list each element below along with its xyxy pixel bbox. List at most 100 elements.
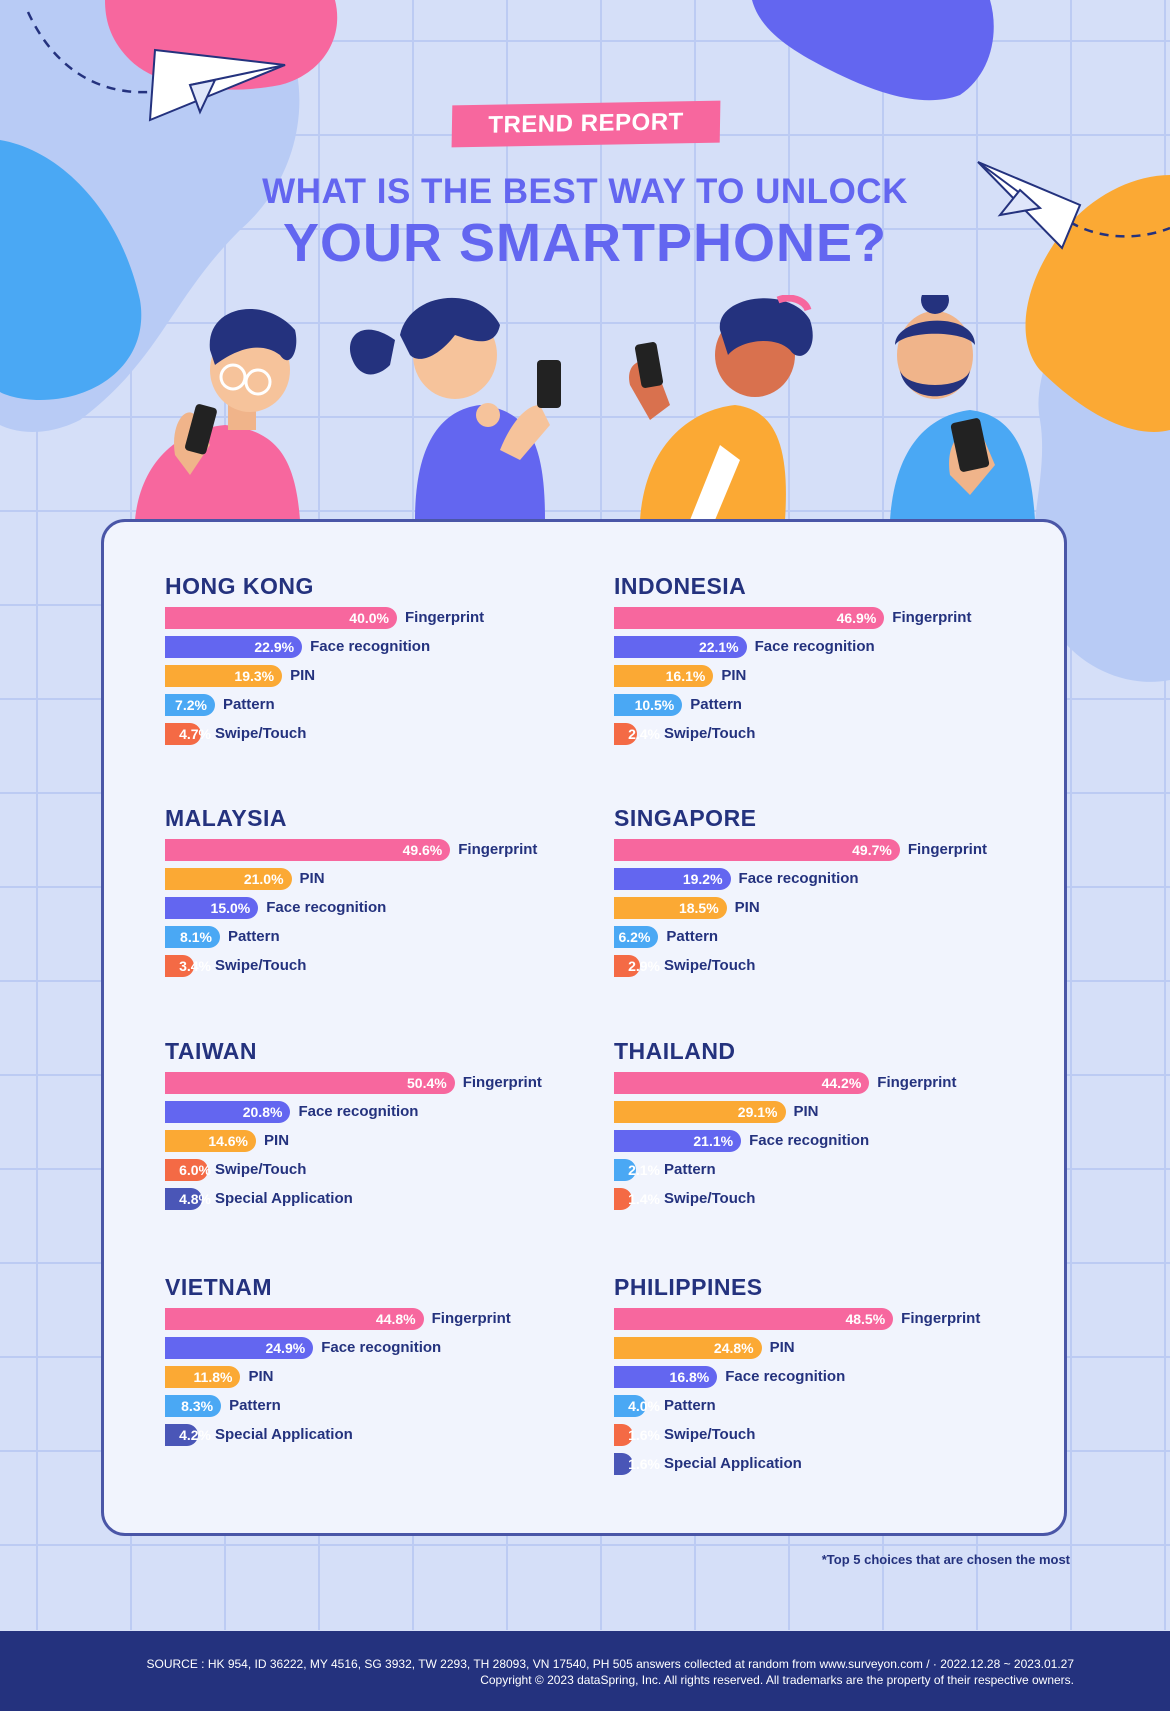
bar-category-label: PIN xyxy=(793,1103,819,1120)
bar-row: 10.5% Pattern xyxy=(614,690,1034,719)
bar-row: 15.0% Face recognition xyxy=(165,893,585,922)
bar-category-label: PIN xyxy=(248,1368,274,1385)
bar-row: 40.0% Fingerprint xyxy=(165,603,585,632)
bar-row: 2.9% Swipe/Touch xyxy=(614,951,1034,980)
footer-copyright: Copyright © 2023 dataSpring, Inc. All ri… xyxy=(480,1673,1074,1687)
country-chart: HONG KONG 40.0% Fingerprint 22.9% Face recog… xyxy=(165,573,585,748)
bar: 4.7% xyxy=(165,722,211,745)
bar: 7.2% xyxy=(165,693,215,716)
bar-category-label: Swipe/Touch xyxy=(663,725,756,742)
bar-row: 49.6% Fingerprint xyxy=(165,835,585,864)
bar-value-label: 50.4% xyxy=(407,1074,447,1091)
bar: 50.4% xyxy=(165,1071,455,1094)
bar-row: 48.5% Fingerprint xyxy=(614,1304,1034,1333)
bar-category-label: Swipe/Touch xyxy=(214,725,307,742)
bar-category-label: Face recognition xyxy=(321,1339,442,1356)
bar: 10.5% xyxy=(614,693,683,716)
bar-value-label: 3.4% xyxy=(179,957,211,974)
bar-row: 21.1% Face recognition xyxy=(614,1126,1034,1155)
bar: 20.8% xyxy=(165,1100,291,1123)
bar-row: 24.8% PIN xyxy=(614,1333,1034,1362)
bar-category-label: Special Application xyxy=(663,1455,802,1472)
bar: 19.2% xyxy=(614,867,731,890)
bar-category-label: Fingerprint xyxy=(458,841,538,858)
footer: SOURCE : HK 954, ID 36222, MY 4516, SG 3… xyxy=(0,1631,1170,1711)
bar-row: 20.8% Face recognition xyxy=(165,1097,585,1126)
bar-category-label: Fingerprint xyxy=(901,1310,981,1327)
bar-category-label: Swipe/Touch xyxy=(663,957,756,974)
bar-row: 1.4% Swipe/Touch xyxy=(614,1184,1034,1213)
bar-value-label: 21.0% xyxy=(243,870,284,887)
bar: 16.1% xyxy=(614,664,714,687)
person-pink-shirt xyxy=(135,308,300,520)
country-chart: SINGAPORE 49.7% Fingerprint 19.2% Face recog… xyxy=(614,805,1034,980)
bar-row: 49.7% Fingerprint xyxy=(614,835,1034,864)
bar: 40.0% xyxy=(165,606,397,629)
bar-row: 50.4% Fingerprint xyxy=(165,1068,585,1097)
bar-category-label: PIN xyxy=(721,667,747,684)
country-name: MALAYSIA xyxy=(165,805,287,831)
bar: 24.8% xyxy=(614,1336,762,1359)
bar-category-label: Special Application xyxy=(214,1426,353,1443)
bar-row: 2.1% Pattern xyxy=(614,1155,1034,1184)
bar: 24.9% xyxy=(165,1336,314,1359)
bar-row: 8.1% Pattern xyxy=(165,922,585,951)
bar-value-label: 49.7% xyxy=(852,841,892,858)
bar-category-label: Face recognition xyxy=(725,1368,846,1385)
bar-category-label: Face recognition xyxy=(738,870,859,887)
bar-value-label: 19.2% xyxy=(682,870,723,887)
bar-row: 19.3% PIN xyxy=(165,661,585,690)
bar-value-label: 18.5% xyxy=(678,899,719,916)
bar: 6.0% xyxy=(165,1158,211,1181)
bar: 6.2% xyxy=(614,925,659,948)
bar: 4.8% xyxy=(165,1187,211,1210)
bar-value-label: 44.8% xyxy=(375,1310,416,1327)
bar: 16.8% xyxy=(614,1365,718,1388)
bar: 1.6% xyxy=(614,1452,660,1475)
bar-row: 4.7% Swipe/Touch xyxy=(165,719,585,748)
bar-value-label: 20.8% xyxy=(242,1103,283,1120)
bar-row: 8.3% Pattern xyxy=(165,1391,585,1420)
country-chart: PHILIPPINES 48.5% Fingerprint 24.8% PIN 16.8%… xyxy=(614,1274,1034,1478)
blob-purple-top xyxy=(752,0,994,101)
bar-value-label: 16.1% xyxy=(665,667,706,684)
bar-category-label: Face recognition xyxy=(310,638,431,655)
bar-value-label: 4.2% xyxy=(179,1426,211,1443)
bar-value-label: 49.6% xyxy=(402,841,443,858)
page-title-line2: YOUR SMARTPHONE? xyxy=(282,213,887,273)
dashed-trail-right xyxy=(1069,220,1170,238)
bar-value-label: 22.1% xyxy=(698,638,739,655)
chart-panel xyxy=(101,519,1067,1536)
bar-value-label: 19.3% xyxy=(234,667,275,684)
bar-category-label: Face recognition xyxy=(754,638,875,655)
bar-category-label: Pattern xyxy=(666,928,719,945)
page-title-line1: WHAT IS THE BEST WAY TO UNLOCK xyxy=(262,172,908,211)
bar-category-label: Fingerprint xyxy=(892,609,972,626)
bar-row: 1.6% Swipe/Touch xyxy=(614,1420,1034,1449)
paper-plane-right-icon xyxy=(977,161,1082,250)
bar-value-label: 8.3% xyxy=(181,1397,214,1414)
bar: 15.0% xyxy=(165,896,259,919)
country-chart: THAILAND 44.2% Fingerprint 29.1% PIN 21.1% Fac… xyxy=(614,1038,1034,1213)
bar: 1.4% xyxy=(614,1187,660,1210)
bar-category-label: Pattern xyxy=(690,696,742,713)
bar-row: 4.2% Special Application xyxy=(165,1420,585,1449)
bar-row: 6.2% Pattern xyxy=(614,922,1034,951)
paper-plane-left-icon xyxy=(148,48,286,122)
bar-value-label: 2.4% xyxy=(628,725,660,742)
bar-value-label: 4.0% xyxy=(628,1397,660,1414)
footnote: *Top 5 choices that are chosen the most xyxy=(821,1552,1070,1567)
person-purple-jacket xyxy=(349,297,561,520)
bar-value-label: 48.5% xyxy=(845,1310,886,1327)
bar-value-label: 22.9% xyxy=(254,638,295,655)
country-name: TAIWAN xyxy=(165,1038,258,1064)
bar-category-label: Swipe/Touch xyxy=(663,1190,756,1207)
bar-value-label: 44.2% xyxy=(821,1074,862,1091)
bar-row: 2.4% Swipe/Touch xyxy=(614,719,1034,748)
bar-value-label: 11.8% xyxy=(193,1368,233,1385)
bar: 21.0% xyxy=(165,867,292,890)
bar-category-label: PIN xyxy=(769,1339,795,1356)
bar-row: 16.1% PIN xyxy=(614,661,1034,690)
bar: 1.6% xyxy=(614,1423,660,1446)
bar-row: 46.9% Fingerprint xyxy=(614,603,1034,632)
